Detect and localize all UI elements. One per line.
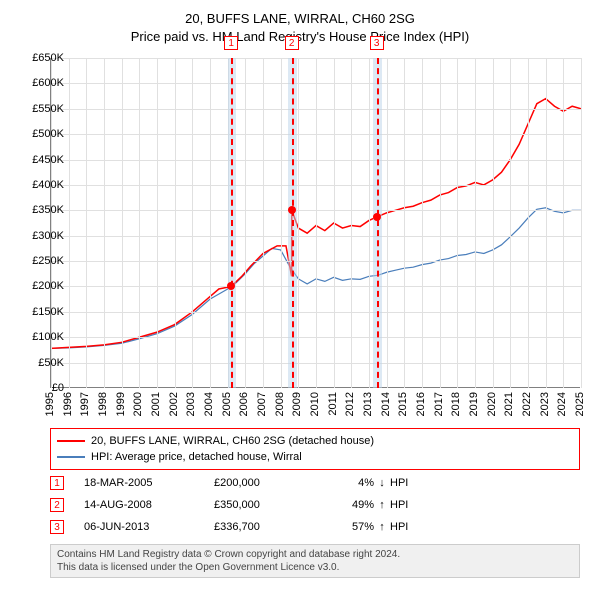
xtick-label: 2023 [539,392,551,416]
xtick-label: 2010 [309,392,321,416]
xtick-label: 2008 [274,392,286,416]
xtick-label: 2020 [486,392,498,416]
footer-line-2: This data is licensed under the Open Gov… [57,561,573,574]
xtick-label: 2012 [344,392,356,416]
ytick-label: £200K [24,280,64,292]
ytick-label: £100K [24,331,64,343]
ytick-label: £50K [24,357,64,369]
xtick-label: 2025 [574,392,586,416]
xtick-label: 2000 [132,392,144,416]
sale-marker-3: 3 [50,520,64,534]
xtick-label: 2007 [256,392,268,416]
sale-point-icon [227,282,235,290]
ytick-label: £550K [24,103,64,115]
sale-marker-1: 1 [50,476,64,490]
xtick-label: 2016 [415,392,427,416]
arrow-up-icon: ↑ [374,521,390,533]
ytick-label: £150K [24,306,64,318]
sale-vs: HPI [390,521,430,533]
legend-swatch-hpi [57,456,85,458]
sale-row: 3 06-JUN-2013 £336,700 57% ↑ HPI [50,516,580,538]
sale-pct: 49% [324,499,374,511]
ytick-label: £450K [24,154,64,166]
sale-row: 2 14-AUG-2008 £350,000 49% ↑ HPI [50,494,580,516]
legend-label-property: 20, BUFFS LANE, WIRRAL, CH60 2SG (detach… [91,435,374,447]
footer-line-1: Contains HM Land Registry data © Crown c… [57,548,573,561]
xtick-label: 2009 [291,392,303,416]
sale-price: £200,000 [214,477,324,489]
sale-point-icon [373,213,381,221]
event-marker: 1 [224,36,238,50]
xtick-label: 2003 [185,392,197,416]
sale-vs: HPI [390,477,430,489]
sale-vs: HPI [390,499,430,511]
xtick-label: 2013 [362,392,374,416]
sale-pct: 57% [324,521,374,533]
ytick-label: £300K [24,230,64,242]
xtick-label: 2001 [150,392,162,416]
xtick-label: 1999 [115,392,127,416]
sale-price: £336,700 [214,521,324,533]
legend-label-hpi: HPI: Average price, detached house, Wirr… [91,451,302,463]
xtick-label: 1997 [79,392,91,416]
chart-area: 123 [50,58,580,388]
sales-table: 1 18-MAR-2005 £200,000 4% ↓ HPI 2 14-AUG… [50,472,580,538]
xtick-label: 2018 [450,392,462,416]
arrow-up-icon: ↑ [374,499,390,511]
xtick-label: 2017 [433,392,445,416]
legend-row-hpi: HPI: Average price, detached house, Wirr… [57,449,573,465]
xtick-label: 2004 [203,392,215,416]
sale-price: £350,000 [214,499,324,511]
sale-date: 18-MAR-2005 [84,477,214,489]
xtick-label: 1995 [44,392,56,416]
event-marker: 3 [370,36,384,50]
chart-title-block: 20, BUFFS LANE, WIRRAL, CH60 2SG Price p… [0,0,600,46]
legend: 20, BUFFS LANE, WIRRAL, CH60 2SG (detach… [50,428,580,470]
ytick-label: £500K [24,128,64,140]
ytick-label: £400K [24,179,64,191]
plot: 123 [50,58,580,388]
xtick-label: 2019 [468,392,480,416]
xtick-label: 2015 [397,392,409,416]
xtick-label: 2024 [556,392,568,416]
xtick-label: 2006 [238,392,250,416]
sale-marker-2: 2 [50,498,64,512]
legend-swatch-property [57,440,85,442]
title-line-1: 20, BUFFS LANE, WIRRAL, CH60 2SG [0,10,600,28]
sale-date: 06-JUN-2013 [84,521,214,533]
sale-point-icon [288,206,296,214]
xtick-label: 1998 [97,392,109,416]
event-marker: 2 [285,36,299,50]
ytick-label: £250K [24,255,64,267]
ytick-label: £350K [24,204,64,216]
sale-pct: 4% [324,477,374,489]
xtick-label: 2014 [380,392,392,416]
title-line-2: Price paid vs. HM Land Registry's House … [0,28,600,46]
xtick-label: 2005 [221,392,233,416]
xtick-label: 2021 [503,392,515,416]
xtick-label: 2002 [168,392,180,416]
sale-row: 1 18-MAR-2005 £200,000 4% ↓ HPI [50,472,580,494]
xtick-label: 2011 [327,392,339,416]
ytick-label: £650K [24,52,64,64]
legend-row-property: 20, BUFFS LANE, WIRRAL, CH60 2SG (detach… [57,433,573,449]
attribution-footer: Contains HM Land Registry data © Crown c… [50,544,580,578]
xtick-label: 1996 [62,392,74,416]
ytick-label: £600K [24,77,64,89]
xtick-label: 2022 [521,392,533,416]
arrow-down-icon: ↓ [374,477,390,489]
sale-date: 14-AUG-2008 [84,499,214,511]
